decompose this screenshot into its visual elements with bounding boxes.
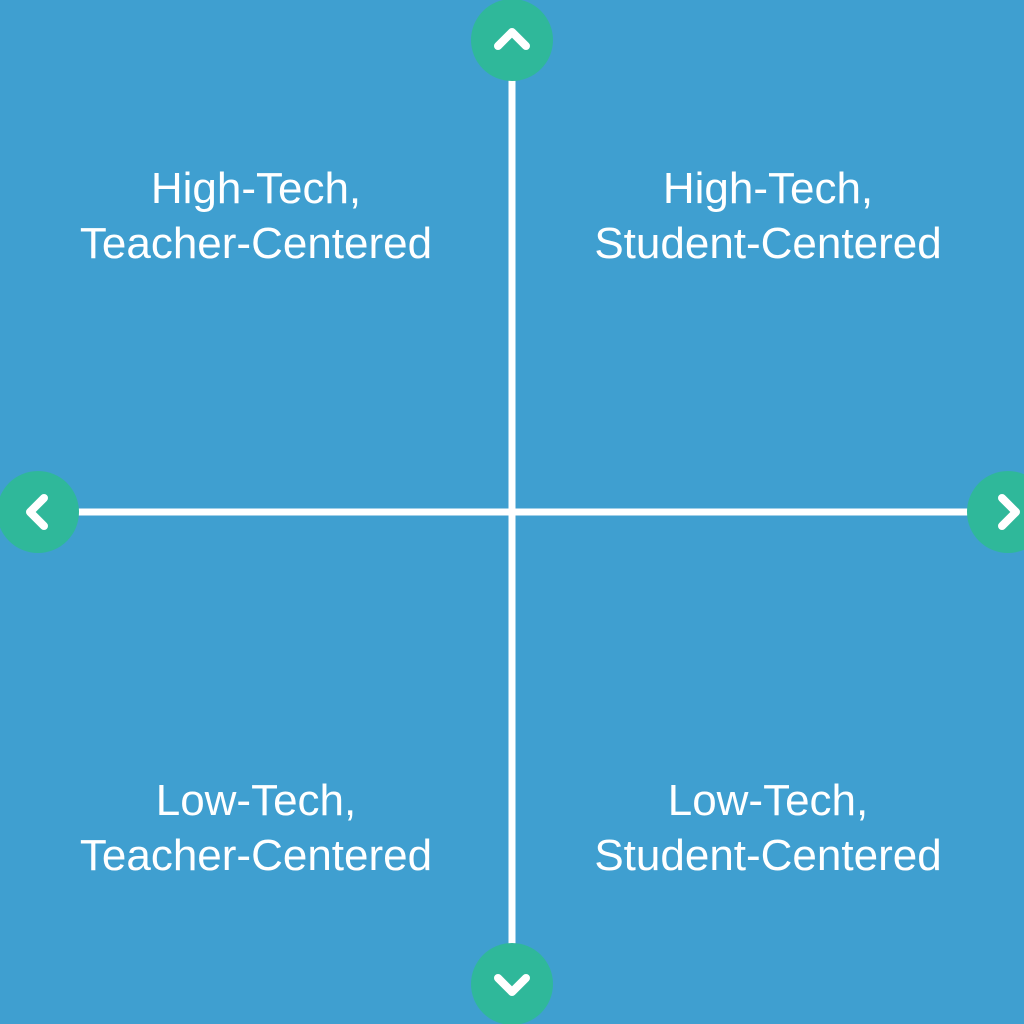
quadrant-label: Low-Tech, Student-Centered	[594, 773, 941, 883]
quadrant-bottom-left: Low-Tech, Teacher-Centered	[0, 512, 512, 1024]
quadrant-top-right: High-Tech, Student-Centered	[512, 0, 1024, 512]
quadrant-bottom-right: Low-Tech, Student-Centered	[512, 512, 1024, 1024]
quadrant-diagram: High-Tech, Teacher-Centered High-Tech, S…	[0, 0, 1024, 1024]
quadrant-label: High-Tech, Student-Centered	[594, 161, 941, 271]
quadrant-top-left: High-Tech, Teacher-Centered	[0, 0, 512, 512]
quadrant-label: High-Tech, Teacher-Centered	[80, 161, 432, 271]
quadrant-label: Low-Tech, Teacher-Centered	[80, 773, 432, 883]
